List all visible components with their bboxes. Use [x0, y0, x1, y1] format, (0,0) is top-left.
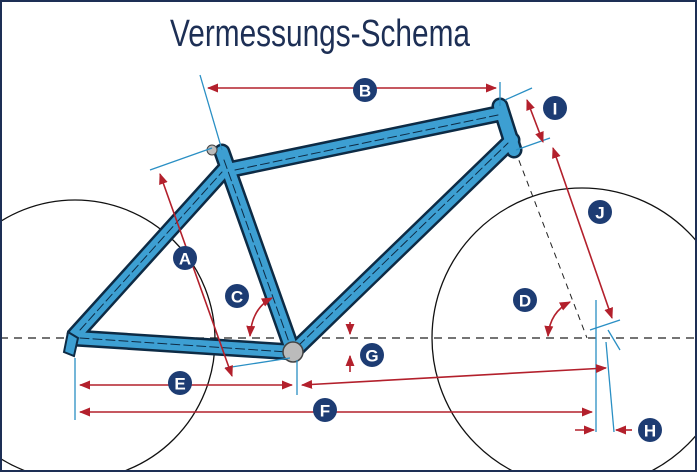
label-badge	[313, 398, 337, 422]
label-badge	[173, 246, 197, 270]
label-badge	[225, 284, 249, 308]
label-letter: A	[179, 250, 191, 269]
label-letter: D	[519, 292, 531, 311]
label-badge	[513, 288, 537, 312]
label-badge	[588, 200, 612, 224]
label-badge	[168, 371, 192, 395]
reference-lines	[74, 74, 621, 433]
label-badge	[353, 78, 377, 102]
labels: A B C D E F G H I J	[168, 78, 662, 442]
label-letter: G	[365, 347, 378, 366]
label-letter: C	[231, 288, 243, 307]
label-badge	[543, 96, 567, 120]
label-letter: H	[644, 422, 656, 441]
diagram-title: Vermessungs-Schema	[170, 13, 471, 55]
drawing	[2, 74, 695, 470]
label-badge	[360, 343, 384, 367]
label-badge	[638, 418, 662, 442]
label-letter: E	[174, 375, 185, 394]
label-letter: I	[553, 100, 558, 119]
label-letter: F	[320, 402, 330, 421]
label-letter: J	[595, 204, 604, 223]
frame	[62, 97, 523, 363]
label-letter: B	[359, 82, 371, 101]
